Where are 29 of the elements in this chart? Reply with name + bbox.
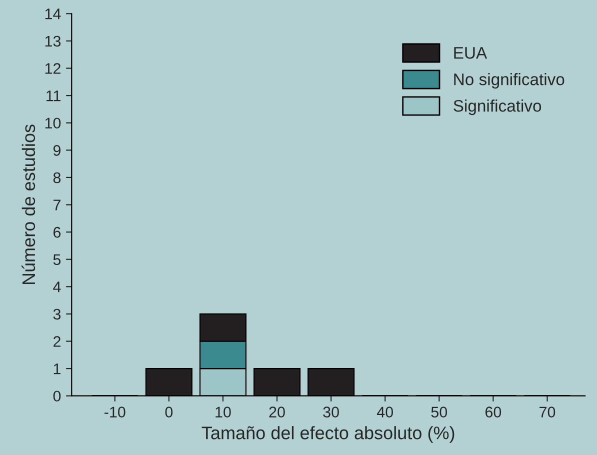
y-tick-label: 11 [46, 90, 60, 102]
x-tick-label: 50 [431, 406, 448, 418]
y-tick-label: 7 [54, 200, 60, 210]
x-tick-label: 40 [376, 406, 393, 418]
y-tick-label: 14 [45, 8, 61, 20]
x-tick-label: -10 [104, 406, 126, 418]
legend-label: No significativo [454, 73, 564, 89]
y-tick-label: 6 [54, 226, 61, 238]
y-tick-label: 10 [45, 118, 61, 129]
y-tick-label: 12 [45, 63, 60, 74]
y-tick-label: 13 [45, 36, 61, 47]
legend-label: Significativo [454, 100, 542, 116]
y-axis-title: Número de estudios [22, 124, 36, 284]
y-tick-label: 9 [53, 145, 60, 156]
x-tick-label: 10 [216, 406, 231, 418]
y-tick-label: 3 [53, 308, 61, 320]
legend-label: EUA [454, 47, 488, 59]
x-axis-title: Tamaño del efecto absoluto (%) [202, 426, 454, 443]
x-tick-label: 30 [323, 406, 339, 418]
y-tick-label: 0 [53, 390, 61, 402]
y-tick-label: 2 [53, 336, 60, 347]
y-tick-label: 5 [53, 254, 61, 266]
y-tick-label: 1 [54, 364, 60, 374]
y-tick-label: 4 [53, 282, 61, 292]
x-tick-label: 20 [269, 406, 285, 418]
x-tick-label: 60 [485, 406, 502, 418]
x-tick-label: 0 [165, 406, 173, 418]
y-tick-label: 8 [53, 172, 61, 184]
x-tick-label: 70 [540, 406, 556, 418]
